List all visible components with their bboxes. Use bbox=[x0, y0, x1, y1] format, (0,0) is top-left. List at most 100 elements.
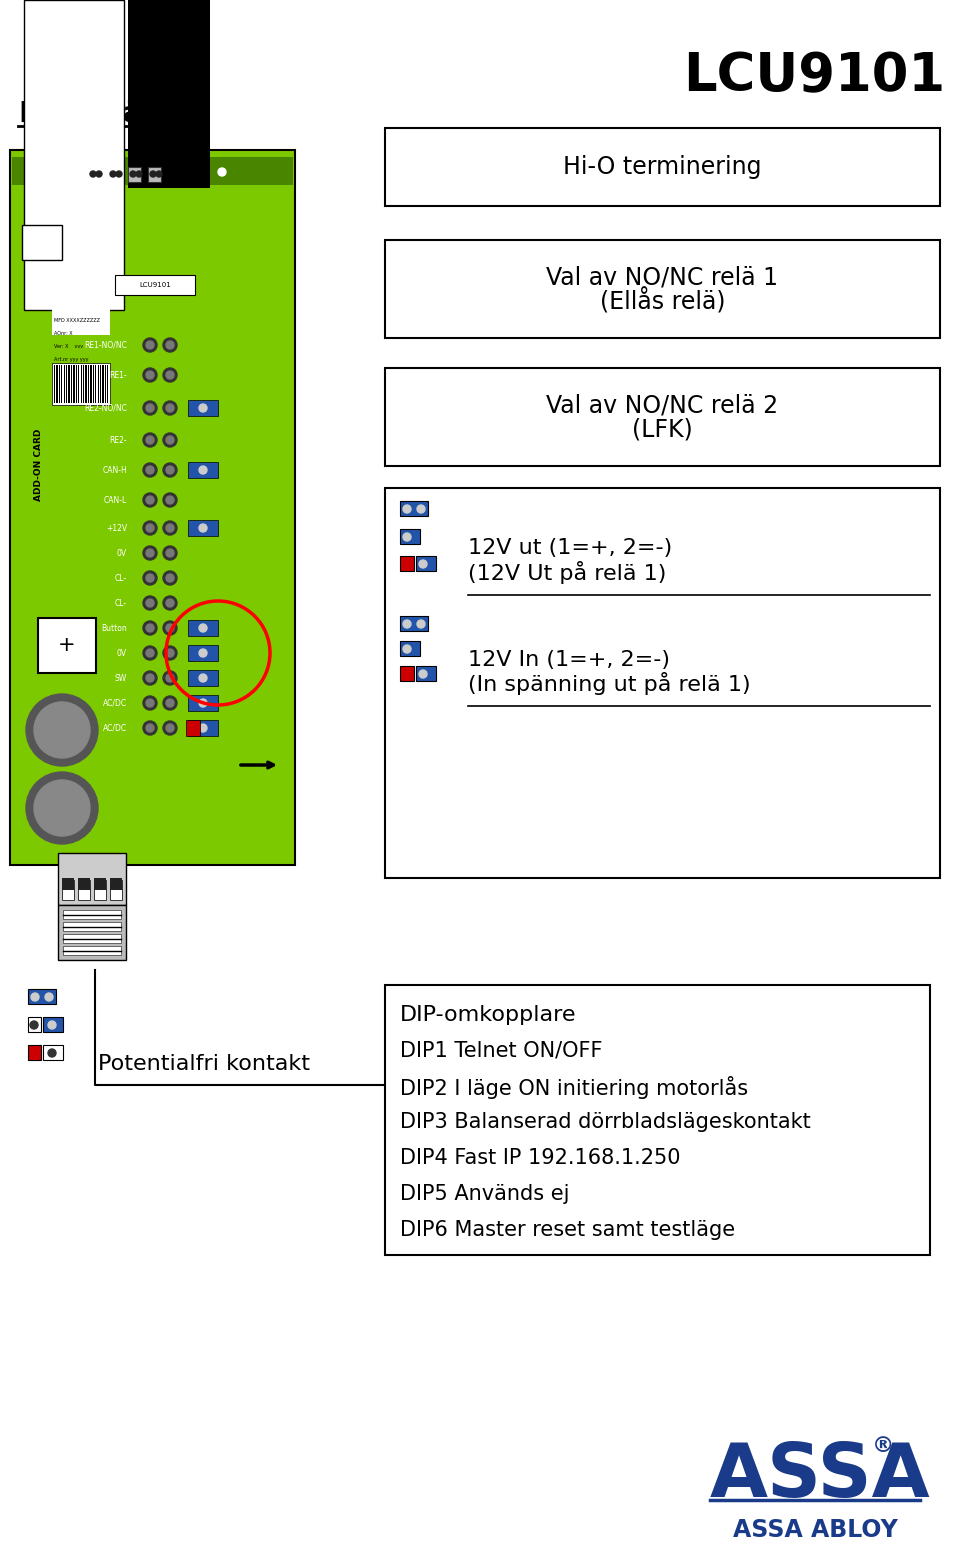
Circle shape bbox=[166, 437, 174, 444]
Circle shape bbox=[163, 433, 177, 447]
Text: RE2-: RE2- bbox=[109, 435, 127, 444]
Circle shape bbox=[143, 720, 157, 734]
Text: ADD-ON CARD: ADD-ON CARD bbox=[34, 429, 43, 500]
Bar bbox=[400, 666, 414, 681]
Text: CAN-H: CAN-H bbox=[103, 466, 127, 474]
Text: CL-: CL- bbox=[115, 574, 127, 583]
Circle shape bbox=[403, 620, 411, 628]
Bar bbox=[38, 617, 96, 673]
Bar bbox=[115, 274, 195, 295]
Circle shape bbox=[199, 524, 207, 532]
Text: (In spänning ut på relä 1): (In spänning ut på relä 1) bbox=[468, 672, 751, 694]
Circle shape bbox=[116, 171, 122, 178]
Circle shape bbox=[48, 1049, 56, 1057]
Circle shape bbox=[45, 993, 53, 1001]
Circle shape bbox=[163, 645, 177, 659]
Bar bbox=[43, 1016, 63, 1032]
Circle shape bbox=[419, 670, 427, 678]
Circle shape bbox=[143, 493, 157, 507]
Text: MFD XXXXZZZZZZ: MFD XXXXZZZZZZ bbox=[54, 318, 100, 323]
Bar bbox=[186, 720, 200, 736]
Text: ®: ® bbox=[872, 1436, 895, 1456]
Circle shape bbox=[146, 624, 154, 631]
Circle shape bbox=[166, 649, 174, 656]
Circle shape bbox=[156, 171, 162, 178]
Text: DIP-omkopplare: DIP-omkopplare bbox=[400, 1006, 577, 1024]
Bar bbox=[385, 488, 940, 878]
Circle shape bbox=[146, 524, 154, 532]
Bar bbox=[22, 224, 62, 260]
Bar bbox=[88, 167, 101, 182]
Text: +12V: +12V bbox=[106, 524, 127, 533]
Bar bbox=[94, 878, 106, 890]
Circle shape bbox=[143, 670, 157, 684]
Circle shape bbox=[199, 624, 207, 631]
Bar bbox=[52, 363, 110, 405]
Circle shape bbox=[146, 404, 154, 412]
Bar bbox=[12, 157, 293, 186]
Circle shape bbox=[143, 571, 157, 585]
Text: CAN-L: CAN-L bbox=[104, 496, 127, 505]
Text: 12V In (1=+, 2=-): 12V In (1=+, 2=-) bbox=[468, 650, 670, 670]
Text: Val av NO/NC relä 2: Val av NO/NC relä 2 bbox=[546, 393, 779, 416]
Circle shape bbox=[403, 533, 411, 541]
Text: Ver: X    vvv: Ver: X vvv bbox=[54, 345, 84, 349]
Circle shape bbox=[34, 702, 90, 758]
Circle shape bbox=[143, 521, 157, 535]
Text: 12V ut (1=+, 2=-): 12V ut (1=+, 2=-) bbox=[468, 538, 672, 558]
Circle shape bbox=[166, 698, 174, 706]
Text: AC/DC: AC/DC bbox=[103, 723, 127, 733]
Circle shape bbox=[166, 723, 174, 733]
Bar bbox=[28, 988, 56, 1004]
Text: DIP3 Balanserad dörrbladslägeskontakt: DIP3 Balanserad dörrbladslägeskontakt bbox=[400, 1112, 811, 1132]
Circle shape bbox=[199, 466, 207, 474]
Circle shape bbox=[163, 521, 177, 535]
Bar bbox=[188, 720, 218, 736]
Bar bbox=[385, 985, 930, 1255]
Circle shape bbox=[199, 723, 207, 733]
Circle shape bbox=[48, 1021, 56, 1029]
Circle shape bbox=[417, 505, 425, 513]
Bar bbox=[110, 879, 122, 900]
Circle shape bbox=[166, 599, 174, 606]
Circle shape bbox=[163, 695, 177, 709]
Circle shape bbox=[146, 673, 154, 681]
Circle shape bbox=[146, 437, 154, 444]
Bar bbox=[400, 500, 428, 516]
Text: RE2-NO/NC: RE2-NO/NC bbox=[84, 404, 127, 413]
Text: RE1-NO/NC: RE1-NO/NC bbox=[84, 340, 127, 349]
Circle shape bbox=[163, 546, 177, 560]
Bar bbox=[400, 557, 414, 571]
Bar bbox=[63, 934, 121, 943]
Circle shape bbox=[163, 596, 177, 610]
Text: Hi-O terminering: Hi-O terminering bbox=[564, 154, 761, 179]
Circle shape bbox=[96, 171, 102, 178]
Circle shape bbox=[143, 620, 157, 635]
Circle shape bbox=[166, 673, 174, 681]
Circle shape bbox=[143, 401, 157, 415]
Text: AOnr: X: AOnr: X bbox=[54, 331, 73, 337]
Bar bbox=[78, 878, 90, 890]
Bar bbox=[188, 620, 218, 636]
Bar bbox=[62, 879, 74, 900]
Circle shape bbox=[143, 546, 157, 560]
Circle shape bbox=[31, 993, 39, 1001]
Text: CL-: CL- bbox=[115, 599, 127, 608]
Bar bbox=[78, 879, 90, 900]
Bar bbox=[108, 167, 121, 182]
Circle shape bbox=[199, 698, 207, 706]
Text: DIP1 Telnet ON/OFF: DIP1 Telnet ON/OFF bbox=[400, 1040, 603, 1060]
Circle shape bbox=[163, 670, 177, 684]
Bar bbox=[28, 1045, 41, 1060]
Circle shape bbox=[419, 560, 427, 567]
Circle shape bbox=[26, 694, 98, 765]
Text: Val av NO/NC relä 1: Val av NO/NC relä 1 bbox=[546, 265, 779, 288]
Circle shape bbox=[163, 720, 177, 734]
Circle shape bbox=[146, 698, 154, 706]
Bar bbox=[10, 150, 295, 865]
Circle shape bbox=[110, 171, 116, 178]
Circle shape bbox=[166, 404, 174, 412]
Circle shape bbox=[417, 620, 425, 628]
Text: (Ellås relä): (Ellås relä) bbox=[600, 288, 725, 315]
Bar bbox=[400, 641, 420, 656]
